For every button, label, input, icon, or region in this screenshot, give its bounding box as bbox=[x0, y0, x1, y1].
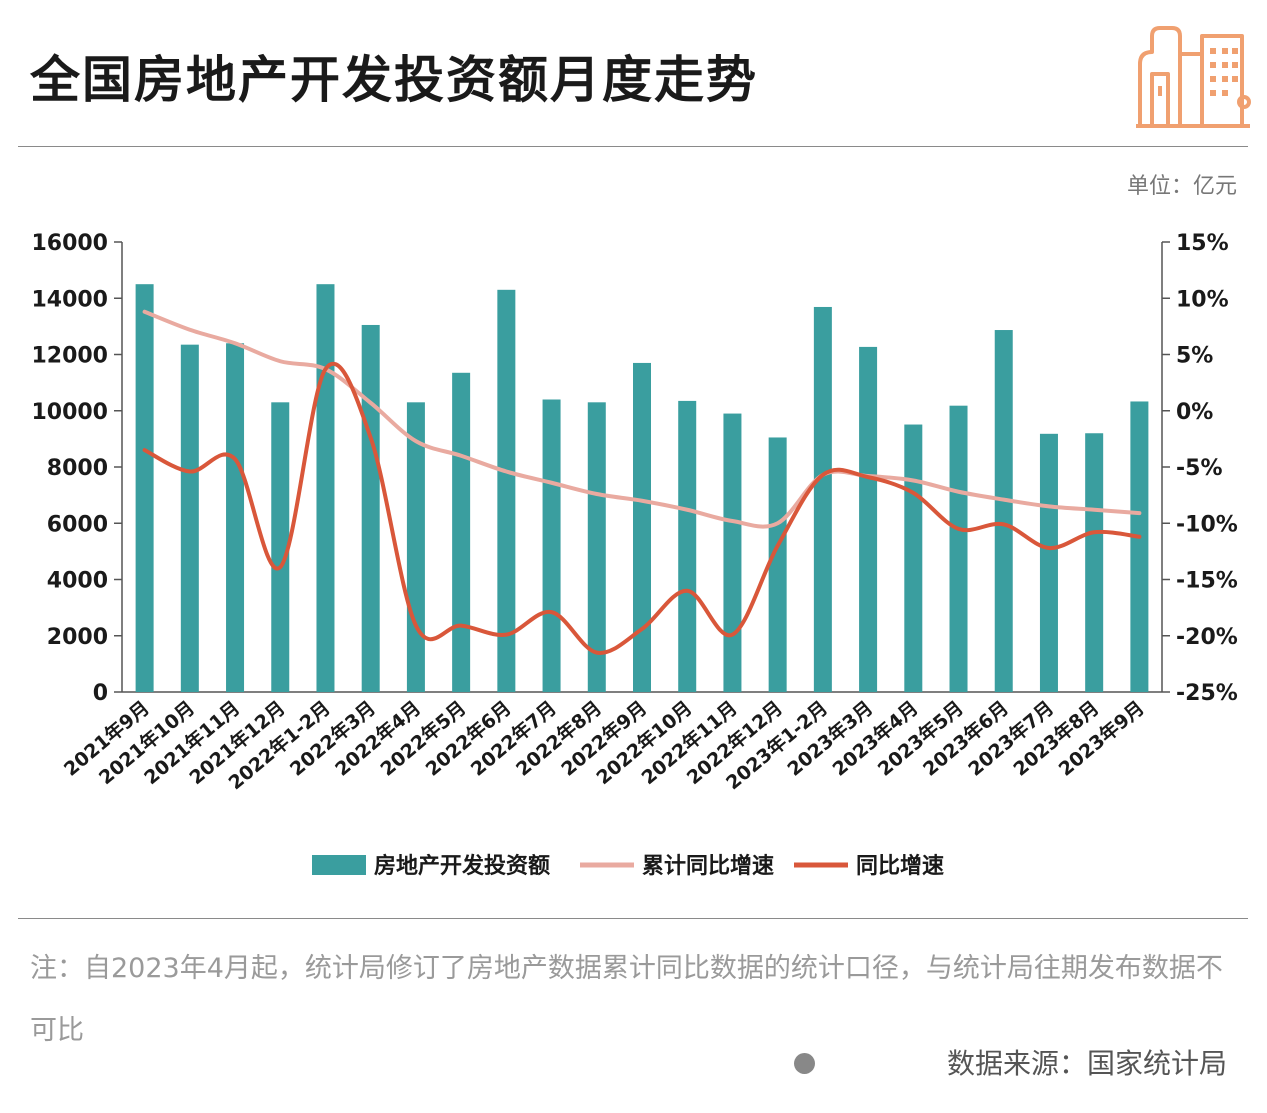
investment-bar bbox=[316, 284, 335, 692]
investment-bar bbox=[1130, 401, 1149, 692]
investment-bar bbox=[994, 330, 1013, 692]
investment-bar bbox=[361, 324, 380, 692]
left-tick-label: 0 bbox=[93, 681, 108, 706]
legend-swatch bbox=[312, 855, 366, 875]
investment-bar bbox=[497, 289, 516, 692]
investment-bar bbox=[1039, 433, 1058, 692]
investment-bar bbox=[226, 343, 245, 692]
yoy-line bbox=[142, 361, 1142, 655]
investment-bar bbox=[678, 400, 697, 692]
right-tick-label: -15% bbox=[1176, 569, 1238, 594]
investment-chart: 0 2000 4000 6000 8000 10000 12000 14000 16000 -2… bbox=[31, 231, 1238, 879]
cumulative-yoy-line bbox=[142, 309, 1142, 529]
source-bullet bbox=[794, 1053, 815, 1074]
right-tick-label: 10% bbox=[1176, 287, 1229, 312]
legend-label: 累计同比增速 bbox=[642, 853, 774, 879]
left-tick-label: 10000 bbox=[31, 400, 108, 425]
chart-note: 注：自2023年4月起，统计局修订了房地产数据累计同比数据的统计口径，与统计局往… bbox=[30, 953, 1223, 1046]
legend-item-yoy: 同比增速 bbox=[794, 853, 944, 879]
left-tick-label: 2000 bbox=[47, 625, 108, 650]
left-tick-label: 4000 bbox=[47, 569, 108, 594]
investment-bar bbox=[542, 399, 561, 692]
right-tick-label: 0% bbox=[1176, 400, 1213, 425]
right-tick-label: -20% bbox=[1176, 625, 1238, 650]
investment-bar bbox=[1085, 433, 1104, 692]
right-tick-label: 5% bbox=[1176, 344, 1213, 369]
unit-label: 单位：亿元 bbox=[1126, 174, 1237, 199]
investment-bar bbox=[859, 346, 878, 692]
investment-bar bbox=[633, 362, 651, 692]
left-tick-label: 14000 bbox=[31, 287, 108, 312]
investment-bar bbox=[452, 372, 471, 692]
data-source: 数据来源：国家统计局 bbox=[946, 1047, 1227, 1080]
legend-label: 同比增速 bbox=[856, 853, 944, 879]
investment-bar bbox=[904, 424, 923, 692]
investment-bar bbox=[813, 306, 832, 692]
left-tick-label: 12000 bbox=[31, 344, 108, 369]
legend-item-cumulative-yoy: 累计同比增速 bbox=[580, 853, 774, 879]
investment-bar bbox=[949, 405, 968, 692]
right-tick-label: -5% bbox=[1176, 456, 1222, 481]
right-tick-label: 15% bbox=[1176, 231, 1229, 256]
investment-bar bbox=[135, 284, 154, 692]
investment-bar bbox=[587, 402, 606, 692]
investment-bar bbox=[271, 402, 290, 692]
legend-label: 房地产开发投资额 bbox=[374, 853, 550, 879]
right-tick-label: -25% bbox=[1176, 681, 1238, 706]
left-tick-label: 8000 bbox=[47, 456, 108, 481]
left-tick-label: 16000 bbox=[31, 231, 108, 256]
footer-divider bbox=[18, 918, 1248, 919]
legend-item-investment: 房地产开发投资额 bbox=[312, 853, 550, 879]
investment-bar bbox=[768, 437, 787, 692]
right-tick-label: -10% bbox=[1176, 512, 1238, 537]
building-logo-icon bbox=[1132, 14, 1252, 138]
page-title: 全国房地产开发投资额月度走势 bbox=[30, 51, 758, 109]
investment-bar bbox=[180, 344, 199, 692]
left-tick-label: 6000 bbox=[47, 512, 108, 537]
investment-bar bbox=[723, 413, 742, 692]
header-divider bbox=[18, 146, 1248, 147]
